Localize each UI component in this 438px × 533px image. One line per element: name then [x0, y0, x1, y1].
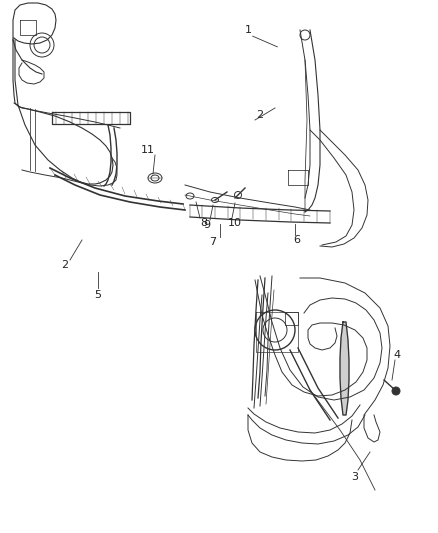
Text: 9: 9: [203, 220, 210, 230]
Text: 3: 3: [351, 472, 358, 482]
Text: 11: 11: [141, 145, 155, 155]
Text: 1: 1: [244, 25, 251, 35]
Text: 7: 7: [209, 237, 216, 247]
Text: 5: 5: [94, 290, 101, 300]
Polygon shape: [339, 322, 348, 415]
Text: 2: 2: [61, 260, 68, 270]
Text: 4: 4: [392, 350, 399, 360]
Text: 2: 2: [256, 110, 263, 120]
Text: 6: 6: [293, 235, 300, 245]
Circle shape: [391, 387, 399, 395]
Text: 10: 10: [227, 218, 241, 228]
Text: 8: 8: [200, 218, 207, 228]
